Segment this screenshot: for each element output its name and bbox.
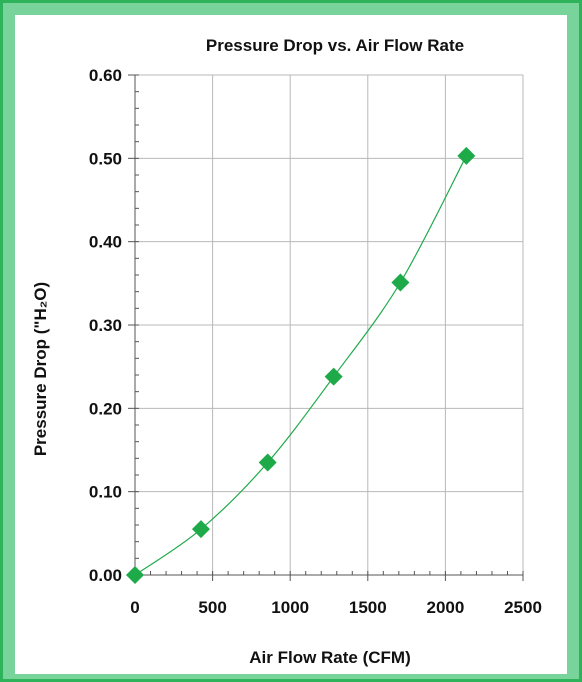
x-tick-labels: 0 500 1000 1500 2000 2500 (130, 598, 542, 617)
data-point-marker (126, 566, 144, 584)
x-tick-label: 500 (198, 598, 226, 617)
data-point-marker (258, 453, 277, 472)
y-tick-label: 0.30 (89, 316, 122, 335)
x-tick-label: 2000 (426, 598, 464, 617)
chart-panel (15, 15, 567, 674)
data-point-marker (457, 146, 476, 165)
x-tick-label: 2500 (504, 598, 542, 617)
x-tick-label: 1000 (271, 598, 309, 617)
chart-title: Pressure Drop vs. Air Flow Rate (206, 36, 464, 55)
y-tick-label: 0.60 (89, 66, 122, 85)
x-axis-label: Air Flow Rate (CFM) (249, 648, 411, 667)
data-point-marker (324, 367, 343, 386)
x-tick-label: 1500 (349, 598, 387, 617)
y-tick-labels: 0.00 0.10 0.20 0.30 0.40 0.50 0.60 (89, 66, 122, 585)
data-point-marker (391, 273, 410, 292)
x-tick-label: 0 (130, 598, 139, 617)
axes (128, 74, 524, 581)
y-tick-label: 0.00 (89, 566, 122, 585)
y-tick-label: 0.40 (89, 233, 122, 252)
data-point-marker (191, 520, 210, 539)
y-tick-label: 0.50 (89, 149, 122, 168)
grid (135, 74, 524, 575)
y-axis-label: Pressure Drop ("H₂O) (31, 282, 50, 456)
series-group (126, 146, 476, 584)
y-tick-label: 0.10 (89, 483, 122, 502)
y-tick-label: 0.20 (89, 399, 122, 418)
